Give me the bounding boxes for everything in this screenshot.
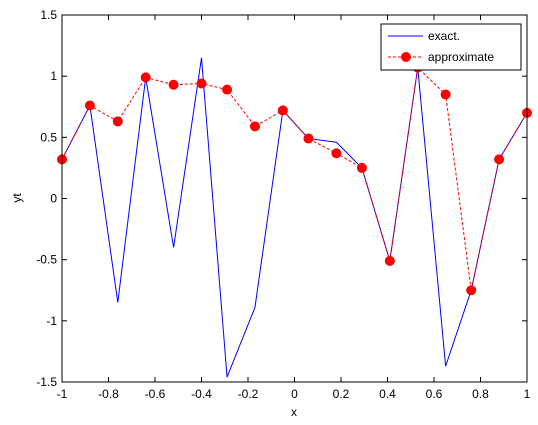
y-tick-label: 1 [50,69,57,83]
y-tick-label: -1 [46,314,57,328]
data-point-approximate [84,100,95,111]
data-point-approximate [494,154,505,165]
data-point-approximate [249,121,260,132]
x-tick-label: -0.4 [191,387,212,401]
data-point-approximate [440,89,451,100]
x-axis-label: x [291,405,297,419]
data-point-approximate [168,79,179,90]
legend-label: approximate [428,50,494,64]
legend-label: exact. [428,29,460,43]
plot-frame [61,14,528,383]
data-point-approximate [196,78,207,89]
x-tick-label: 0.4 [379,387,396,401]
y-tick-label: -1.5 [36,375,57,389]
y-tick-label: 0 [50,192,57,206]
data-point-approximate [466,285,477,296]
x-tick-label: 0 [291,387,298,401]
data-point-approximate [303,133,314,144]
x-tick-label: 0.6 [426,387,443,401]
data-point-approximate [140,72,151,83]
x-tick-label: 0.2 [333,387,350,401]
y-axis-label: yt [10,193,24,203]
x-tick-label: -0.8 [98,387,119,401]
data-point-approximate [356,162,367,173]
data-point-approximate [222,84,233,95]
legend-marker [401,52,411,62]
x-axis-ticks: -1 -0.8 -0.6 -0.4 -0.2 0 0.2 0.4 0.6 0.8 1 [57,15,531,401]
data-point-approximate [112,116,123,127]
data-point-approximate [277,105,288,116]
y-tick-label: 0.5 [40,130,57,144]
legend: exact. approximate [380,23,522,71]
data-point-approximate [384,255,395,266]
x-tick-label: 0.8 [472,387,489,401]
x-tick-label: 1 [524,387,531,401]
y-axis-ticks: -1.5 -1 -0.5 0 0.5 1 1.5 [36,8,527,389]
x-tick-label: -0.2 [238,387,259,401]
plot-area [62,15,527,382]
series-line-approximate [61,66,528,291]
data-point-approximate [331,148,342,159]
x-tick-label: -1 [57,387,68,401]
legend-box [380,23,522,71]
x-tick-label: -0.6 [145,387,166,401]
y-tick-label: -0.5 [36,253,57,267]
y-tick-label: 1.5 [40,8,57,22]
